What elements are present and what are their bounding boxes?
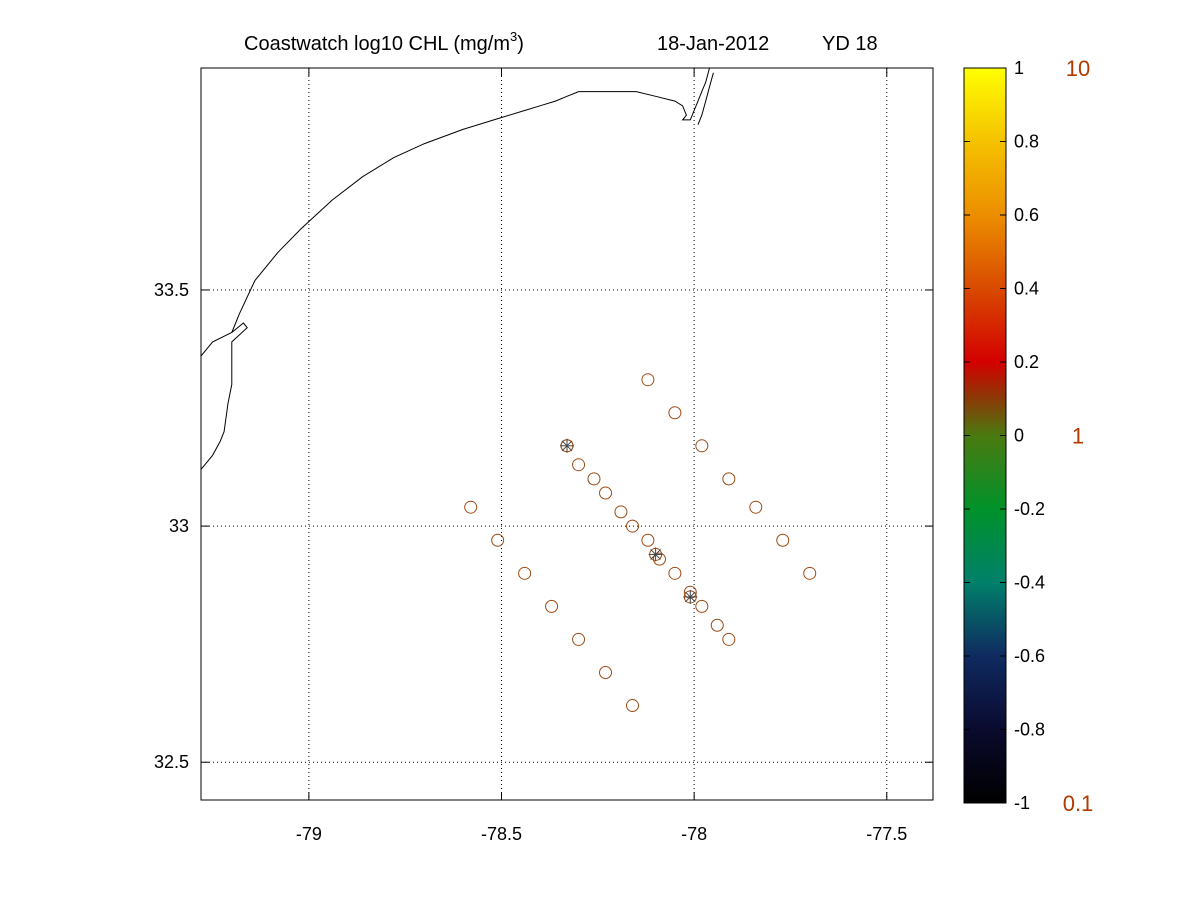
colorbar-linear-label: 1 [1072, 424, 1084, 449]
x-tick-label: -77.5 [866, 824, 907, 844]
station-circle [614, 505, 628, 519]
axis-ticks: -79 -78.5 -78 -77.5 32.5 33 33.5 [154, 68, 933, 844]
station-circle [464, 500, 478, 514]
station-circle [518, 566, 532, 580]
station-circle [695, 599, 709, 613]
station-circle [803, 566, 817, 580]
station-circle [641, 533, 655, 547]
colorbar-tick-label: -0.4 [1014, 573, 1045, 593]
station-circle [668, 566, 682, 580]
station-circle [572, 458, 586, 472]
station-circle [599, 665, 613, 679]
x-tick-label: -78.5 [481, 824, 522, 844]
station-circle [652, 552, 666, 566]
title-main: Coastwatch log10 CHL (mg/m [244, 33, 510, 55]
title-date: 18-Jan-2012 [657, 33, 769, 55]
colorbar-tick-label: 0.8 [1014, 132, 1039, 152]
station-circle [545, 599, 559, 613]
colorbar-tick-label: -0.2 [1014, 499, 1045, 519]
station-asterisk [560, 438, 574, 453]
station-circle [710, 618, 724, 632]
station-circle [491, 533, 505, 547]
station-circle [722, 472, 736, 486]
x-tick-label: -79 [296, 824, 322, 844]
colorbar-tick-label: 0.6 [1014, 205, 1039, 225]
colorbar-tick-label: 0 [1014, 426, 1024, 446]
colorbar-tick-label: 0.4 [1014, 279, 1039, 299]
y-tick-label: 33.5 [154, 280, 189, 300]
station-circle [722, 632, 736, 646]
title-yearday: YD 18 [822, 33, 878, 55]
station-circle [625, 519, 639, 533]
colorbar-tick-label: 0.2 [1014, 352, 1039, 372]
chart-title: Coastwatch log10 CHL (mg/m3) [244, 29, 524, 55]
colorbar-tick-label: -1 [1014, 793, 1030, 813]
plot-frame [200, 67, 934, 801]
colorbar [963, 67, 1007, 804]
station-asterisk [683, 589, 698, 604]
station-circle [599, 486, 613, 500]
station-markers [464, 373, 817, 713]
station-asterisk [648, 547, 663, 562]
station-circle [572, 632, 586, 646]
colorbar-labels: 1 0.8 0.6 0.4 0.2 0 -0.2 -0.4 -0.6 -0.8 -1 10 1 0.1 [964, 56, 1093, 816]
x-tick-label: -78 [681, 824, 707, 844]
station-circle [625, 699, 639, 713]
asterisk-stroke [650, 549, 661, 560]
y-tick-label: 32.5 [154, 752, 189, 772]
title-superscript: 3 [510, 29, 517, 44]
colorbar-linear-label: 0.1 [1063, 791, 1094, 816]
colorbar-tick-label: -0.6 [1014, 646, 1045, 666]
station-circle [641, 373, 655, 387]
station-circle [587, 472, 601, 486]
colorbar-linear-label: 10 [1066, 56, 1090, 81]
coastline [200, 67, 714, 470]
asterisk-stroke [561, 440, 573, 452]
asterisk-stroke [684, 591, 696, 603]
colorbar-tick-label: -0.8 [1014, 720, 1045, 740]
y-tick-label: 33 [169, 516, 189, 536]
colorbar-tick-label: 1 [1014, 58, 1024, 78]
station-circle [749, 500, 763, 514]
title-close: ) [517, 33, 524, 55]
station-circle [776, 533, 790, 547]
grid-lines [201, 68, 933, 800]
coastline-path [200, 67, 714, 470]
station-circle [695, 439, 709, 453]
station-circle [668, 406, 682, 420]
